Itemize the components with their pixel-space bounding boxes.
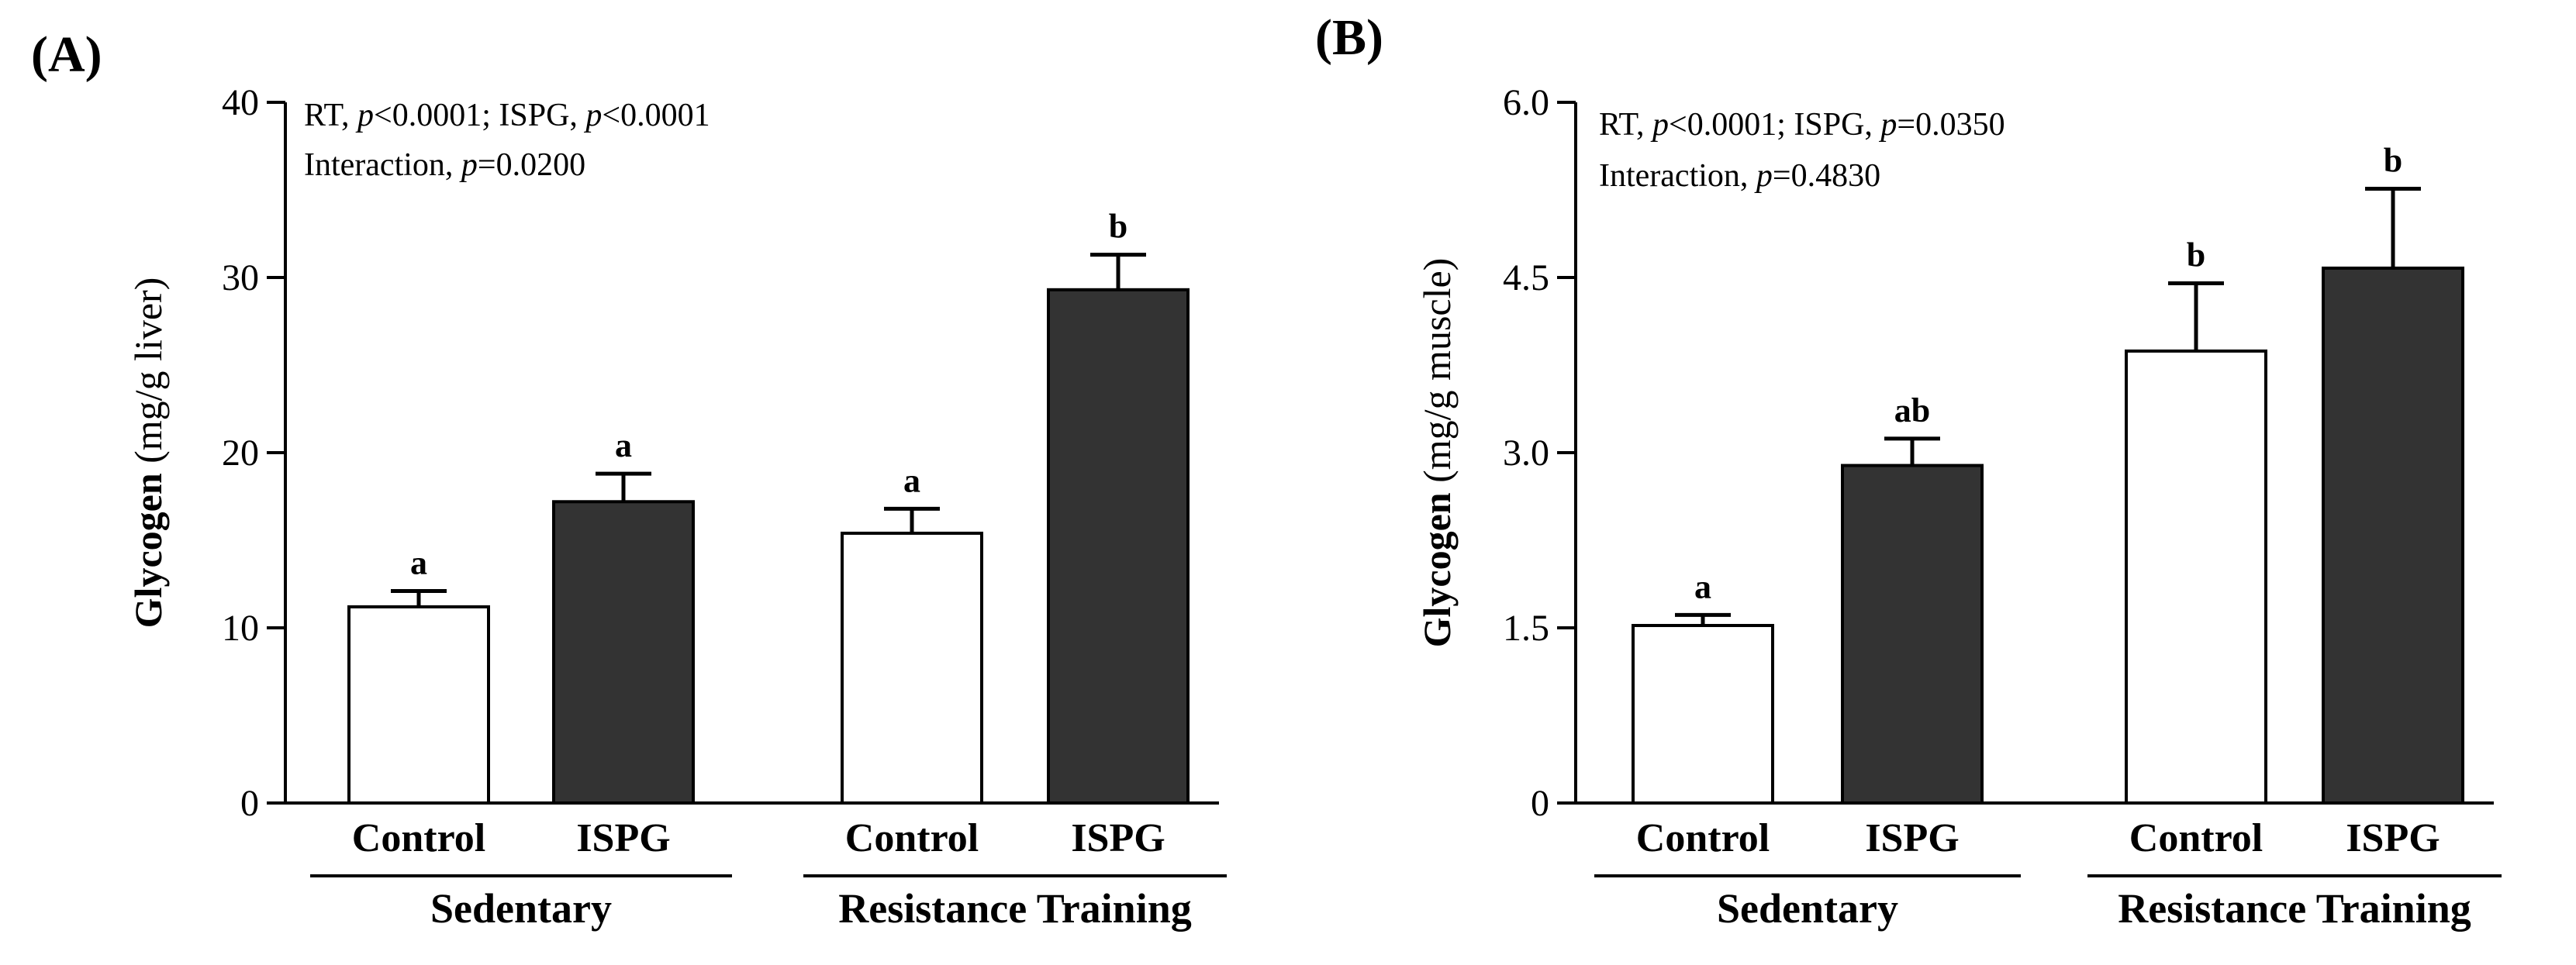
group-label: Resistance Training (838, 885, 1192, 932)
significance-letter: b (2384, 141, 2402, 179)
significance-letter: a (410, 544, 427, 582)
bar-ispg-sedentary (552, 500, 695, 805)
stats-annotation-segment: <0.0001; ISPG, (374, 98, 585, 133)
y-tick-label: 3.0 (1503, 433, 1549, 474)
y-tick-label: 10 (222, 608, 259, 649)
stats-annotation-segment: RT, (304, 98, 357, 133)
y-tick-label: 40 (222, 82, 259, 123)
group-label: Sedentary (430, 885, 612, 932)
stats-annotation-segment: p (1754, 158, 1773, 194)
y-tick-label: 20 (222, 433, 259, 474)
y-axis-label-bold: Glycogen (126, 473, 170, 628)
stats-annotation-segment: Interaction, (304, 147, 461, 183)
bar-ispg-sedentary (1841, 464, 1984, 805)
stats-annotation-segment: p (459, 147, 478, 183)
bar-ispg-resistance-training (2322, 266, 2464, 805)
y-tick-label: 4.5 (1503, 257, 1549, 298)
stats-annotation-segment: Interaction, (1599, 158, 1756, 194)
stats-annotation-segment: <0.0001; ISPG, (1669, 107, 1880, 143)
stats-annotation-segment: =0.4830 (1773, 158, 1880, 194)
bar-ispg-resistance-training (1047, 288, 1190, 805)
stats-annotation-segment: RT, (1599, 107, 1652, 143)
y-tick-label: 0 (1531, 783, 1549, 824)
y-axis-label: Glycogen (mg/g liver) (126, 277, 170, 629)
significance-letter: b (1109, 208, 1127, 246)
category-label: ISPG (576, 816, 670, 860)
y-axis-label-unit: (mg/g liver) (126, 277, 170, 474)
bar-control-resistance-training (841, 531, 983, 805)
bar-control-resistance-training (2125, 349, 2267, 805)
category-label: ISPG (1865, 816, 1959, 860)
y-tick-label: 30 (222, 257, 259, 298)
group-label: Resistance Training (2118, 885, 2471, 932)
y-tick-label: 0 (240, 783, 259, 824)
stats-annotation-segment: <0.0001 (602, 98, 710, 133)
stats-annotation-segment: =0.0350 (1897, 107, 2005, 143)
category-label: ISPG (1071, 816, 1165, 860)
category-label: Control (845, 816, 979, 860)
category-label: Control (352, 816, 485, 860)
bar-control-sedentary (347, 605, 490, 805)
panel-label: (A) (31, 26, 102, 83)
stats-annotation-segment: p (355, 98, 374, 133)
y-tick-label: 6.0 (1503, 82, 1549, 123)
stats-annotation-segment: =0.0200 (478, 147, 585, 183)
chart-panel-b: (B) 0 1.5 3.0 4.5 6.0 Glycogen (mg/g muscle) RT… (1315, 9, 2502, 932)
bar-control-sedentary (1632, 623, 1774, 805)
category-label: Control (1636, 816, 1770, 860)
category-label: Control (2129, 816, 2263, 860)
panel-label: (B) (1315, 9, 1383, 66)
significance-letter: b (2187, 236, 2205, 274)
y-axis-label-bold: Glycogen (1415, 492, 1459, 647)
significance-letter: a (903, 461, 920, 499)
stats-annotation-line: RT, p<0.0001; ISPG, p=0.0350 (1599, 107, 2005, 143)
significance-letter: a (1694, 567, 1711, 605)
category-label: ISPG (2346, 816, 2440, 860)
stats-annotation-line: Interaction, p=0.4830 (1599, 158, 1880, 194)
group-label: Sedentary (1717, 885, 1898, 932)
stats-annotation-line: RT, p<0.0001; ISPG, p<0.0001 (304, 98, 710, 133)
stats-annotation-segment: p (583, 98, 602, 133)
stats-annotation-segment: p (1650, 107, 1669, 143)
y-tick-label: 1.5 (1503, 608, 1549, 649)
significance-letter: a (615, 426, 632, 464)
y-axis-label: Glycogen (mg/g muscle) (1415, 258, 1459, 648)
stats-annotation-line: Interaction, p=0.0200 (304, 147, 585, 183)
significance-letter: ab (1894, 391, 1930, 429)
y-axis-label-unit: (mg/g muscle) (1415, 258, 1459, 493)
stats-annotation-segment: p (1878, 107, 1897, 143)
